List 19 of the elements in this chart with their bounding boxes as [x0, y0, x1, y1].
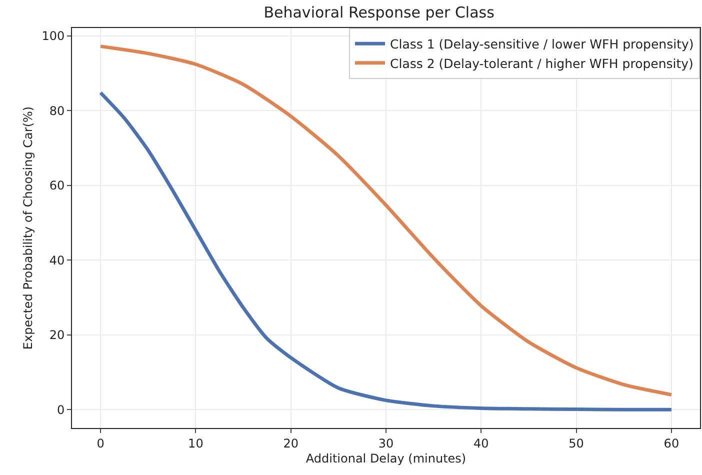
- x-tick-label: 0: [96, 436, 104, 450]
- y-tick-label: 20: [49, 328, 65, 342]
- line-series: [98, 90, 674, 412]
- y-axis-title: Expected Probability of Choosing Car(%): [20, 106, 35, 350]
- legend-label: Class 1 (Delay-sensitive / lower WFH propensity): [390, 36, 694, 52]
- x-tick-label: 30: [378, 436, 394, 450]
- chart-title: Behavioral Response per Class: [264, 4, 495, 22]
- x-tick-label: 20: [283, 436, 298, 450]
- y-tick-label: 80: [49, 104, 65, 118]
- x-tick-label: 10: [188, 436, 204, 450]
- y-tick-label: 0: [56, 402, 65, 417]
- x-axis-title: Additional Delay (minutes): [306, 451, 466, 466]
- y-tick-label: 100: [42, 29, 65, 44]
- y-tick-label: 40: [49, 253, 65, 268]
- x-tick-label: 50: [568, 436, 584, 450]
- x-tick-label: 60: [664, 436, 680, 450]
- y-tick-label: 60: [49, 178, 65, 193]
- legend-label: Class 2 (Delay-tolerant / higher WFH propensity): [390, 56, 694, 71]
- x-tick-label: 40: [474, 436, 489, 450]
